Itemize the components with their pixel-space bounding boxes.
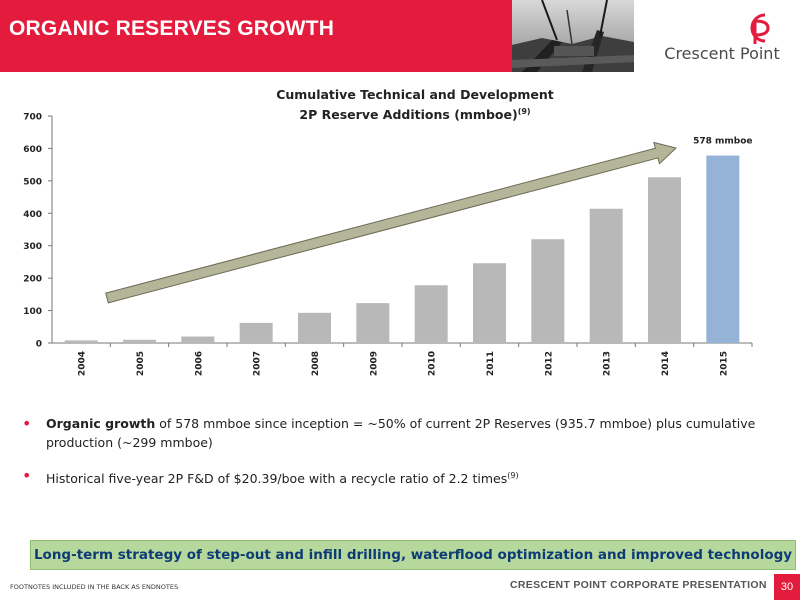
bar-2013	[589, 208, 623, 343]
growth-trend-arrow-shape	[105, 141, 678, 304]
bullet-item-fd: • Historical five-year 2P F&D of $20.39/…	[22, 466, 782, 488]
y-tick-label: 400	[23, 210, 42, 220]
y-tick-label: 500	[23, 177, 42, 187]
x-tick-label: 2005	[136, 351, 146, 376]
page-number: 30	[774, 574, 800, 600]
bar-2011	[473, 263, 506, 343]
bar-2010	[414, 285, 448, 343]
header-bar: ORGANIC RESERVES GROWTH	[0, 0, 512, 72]
bullet-text: of 578 mmboe since inception = ~50% of c…	[46, 416, 756, 450]
bar-2004	[64, 340, 98, 343]
bullet-text: Historical five-year 2P F&D of $20.39/bo…	[46, 471, 508, 487]
x-tick-label: 2011	[486, 351, 496, 376]
bar-2008	[298, 312, 331, 343]
x-tick-label: 2012	[544, 351, 554, 376]
bullet-bold-text: Organic growth	[46, 416, 156, 431]
bar-2007	[239, 322, 273, 343]
y-tick-label: 0	[36, 340, 42, 350]
x-tick-label: 2013	[603, 351, 613, 376]
x-tick-label: 2007	[253, 351, 263, 376]
bar-2009	[356, 303, 390, 343]
x-tick-label: 2008	[311, 351, 321, 376]
annotation-578-mmboe: 578 mmboe	[693, 137, 752, 147]
bullet-item-organic-growth: • Organic growth of 578 mmboe since ince…	[22, 414, 782, 452]
logo-text: Crescent Point	[664, 44, 780, 63]
chart-title-footnote-ref: (9)	[517, 107, 531, 116]
bar-2012	[531, 239, 565, 343]
bullet-footnote-ref: (9)	[507, 471, 519, 480]
page-title: ORGANIC RESERVES GROWTH	[9, 17, 335, 40]
strategy-banner-text: Long-term strategy of step-out and infil…	[33, 547, 793, 563]
y-tick-label: 100	[23, 307, 42, 317]
x-tick-label: 2006	[194, 351, 204, 376]
x-tick-label: 2010	[428, 351, 438, 376]
crescent-point-logo-icon	[740, 8, 776, 48]
y-tick-label: 200	[23, 275, 42, 285]
bullet-dot-icon: •	[22, 466, 32, 485]
chart-title-line2-text: 2P Reserve Additions (mmboe)	[299, 107, 518, 123]
x-tick-label: 2009	[369, 351, 379, 376]
x-tick-label: 2015	[719, 351, 729, 376]
header-photo-image	[512, 0, 634, 72]
chart-title: Cumulative Technical and Development 2P …	[200, 86, 630, 123]
header-photo	[512, 0, 634, 72]
reserves-bar-chart: 0 100 200 300 400 500 600 700 2004 2005 2006 2007 20…	[23, 113, 752, 377]
strategy-banner: Long-term strategy of step-out and infil…	[30, 540, 796, 570]
bar-2015	[706, 155, 740, 343]
y-tick-label: 600	[23, 145, 42, 155]
x-tick-label: 2014	[661, 351, 671, 376]
growth-trend-arrow	[105, 141, 678, 304]
y-tick-label: 700	[23, 113, 42, 123]
chart-title-line2: 2P Reserve Additions (mmboe)(9)	[200, 103, 630, 123]
footnote-note: FOOTNOTES INCLUDED IN THE BACK AS ENDNOT…	[10, 583, 179, 591]
bar-2014	[648, 177, 681, 343]
chart-title-line1: Cumulative Technical and Development	[276, 87, 554, 102]
bar-2006	[181, 336, 215, 343]
y-tick-label: 300	[23, 242, 42, 252]
x-tick-label: 2004	[78, 351, 88, 376]
presentation-label: CRESCENT POINT CORPORATE PRESENTATION	[510, 579, 767, 591]
bar-2005	[123, 339, 156, 343]
bullet-dot-icon: •	[22, 414, 32, 433]
bullet-list: • Organic growth of 578 mmboe since ince…	[22, 414, 782, 488]
